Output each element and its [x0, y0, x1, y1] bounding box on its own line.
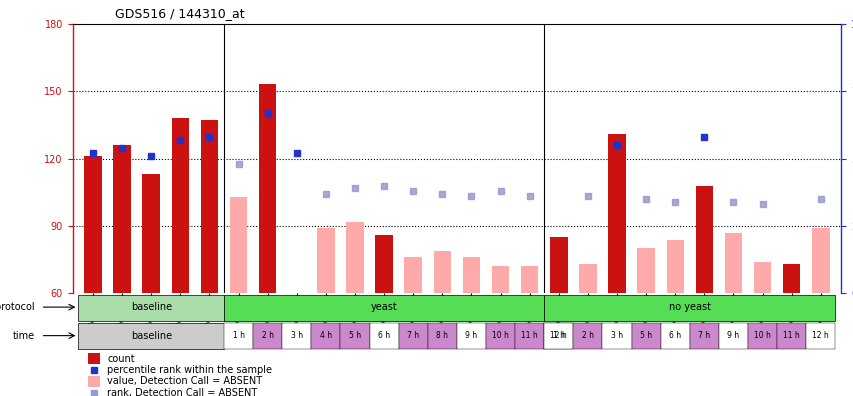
- Text: 11 h: 11 h: [520, 331, 537, 340]
- Text: baseline: baseline: [131, 331, 171, 341]
- Text: 4 h: 4 h: [319, 331, 332, 340]
- Bar: [311, 324, 340, 349]
- Bar: [491, 267, 508, 293]
- Bar: [345, 221, 363, 293]
- Bar: [433, 251, 450, 293]
- Bar: [223, 295, 543, 320]
- Bar: [753, 262, 770, 293]
- Bar: [631, 324, 660, 349]
- Bar: [456, 324, 485, 349]
- Bar: [88, 353, 100, 364]
- Bar: [695, 186, 712, 293]
- Text: value, Detection Call = ABSENT: value, Detection Call = ABSENT: [107, 377, 262, 386]
- Text: 11 h: 11 h: [782, 331, 799, 340]
- Text: 6 h: 6 h: [378, 331, 390, 340]
- Bar: [316, 228, 334, 293]
- Bar: [142, 174, 160, 293]
- Text: 6 h: 6 h: [669, 331, 681, 340]
- Bar: [258, 84, 276, 293]
- Bar: [369, 324, 398, 349]
- Bar: [636, 249, 654, 293]
- Text: 8 h: 8 h: [436, 331, 448, 340]
- Bar: [572, 324, 601, 349]
- Bar: [724, 233, 741, 293]
- Text: 9 h: 9 h: [727, 331, 739, 340]
- Bar: [78, 324, 223, 349]
- Text: 2 h: 2 h: [581, 331, 593, 340]
- Bar: [805, 324, 834, 349]
- Bar: [718, 324, 747, 349]
- Bar: [113, 145, 131, 293]
- Text: percentile rank within the sample: percentile rank within the sample: [107, 365, 272, 375]
- Bar: [689, 324, 718, 349]
- Bar: [78, 295, 223, 320]
- Text: 7 h: 7 h: [407, 331, 419, 340]
- Text: count: count: [107, 354, 135, 364]
- Text: 3 h: 3 h: [610, 331, 623, 340]
- Text: rank, Detection Call = ABSENT: rank, Detection Call = ABSENT: [107, 388, 257, 396]
- Bar: [281, 324, 311, 349]
- Bar: [747, 324, 776, 349]
- Bar: [549, 237, 567, 293]
- Text: 5 h: 5 h: [349, 331, 361, 340]
- Text: time: time: [13, 331, 35, 341]
- Text: 12 h: 12 h: [811, 331, 828, 340]
- Bar: [462, 257, 479, 293]
- Bar: [252, 324, 281, 349]
- Bar: [88, 376, 100, 387]
- Text: growth protocol: growth protocol: [0, 302, 35, 312]
- Bar: [200, 120, 218, 293]
- Bar: [543, 324, 572, 349]
- Text: yeast: yeast: [370, 302, 397, 312]
- Bar: [171, 118, 189, 293]
- Bar: [607, 134, 625, 293]
- Bar: [776, 324, 805, 349]
- Text: baseline: baseline: [131, 302, 171, 312]
- Text: GDS516 / 144310_at: GDS516 / 144310_at: [115, 7, 245, 20]
- Bar: [229, 197, 247, 293]
- Text: 9 h: 9 h: [465, 331, 477, 340]
- Bar: [514, 324, 543, 349]
- Bar: [601, 324, 631, 349]
- Bar: [543, 295, 834, 320]
- Text: 5 h: 5 h: [639, 331, 652, 340]
- Bar: [578, 264, 596, 293]
- Bar: [427, 324, 456, 349]
- Text: 7 h: 7 h: [698, 331, 710, 340]
- Bar: [811, 228, 828, 293]
- Text: 10 h: 10 h: [491, 331, 508, 340]
- Bar: [665, 240, 683, 293]
- Bar: [543, 324, 572, 349]
- Text: 10 h: 10 h: [753, 331, 770, 340]
- Text: 1 h: 1 h: [232, 331, 244, 340]
- Bar: [404, 257, 421, 293]
- Bar: [375, 235, 392, 293]
- Bar: [84, 156, 102, 293]
- Bar: [660, 324, 689, 349]
- Text: 3 h: 3 h: [290, 331, 303, 340]
- Bar: [782, 264, 799, 293]
- Bar: [485, 324, 514, 349]
- Text: 1 h: 1 h: [552, 331, 564, 340]
- Text: 2 h: 2 h: [261, 331, 273, 340]
- Bar: [340, 324, 369, 349]
- Text: no yeast: no yeast: [668, 302, 710, 312]
- Bar: [520, 267, 537, 293]
- Bar: [398, 324, 427, 349]
- Bar: [223, 324, 252, 349]
- Text: 12 h: 12 h: [550, 331, 566, 340]
